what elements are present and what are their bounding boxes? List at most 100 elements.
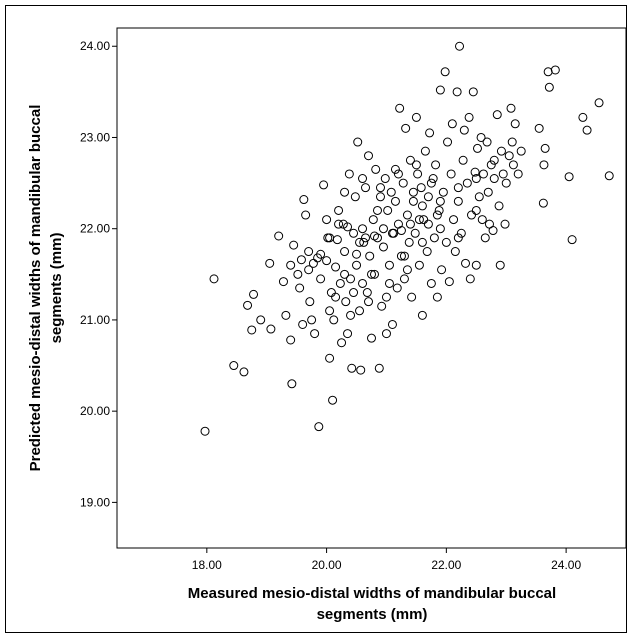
data-point: [274, 231, 284, 241]
data-point: [350, 192, 360, 202]
data-point: [446, 169, 456, 179]
data-point: [498, 169, 508, 179]
data-point: [390, 164, 400, 174]
data-point: [494, 201, 504, 211]
data-point: [500, 219, 510, 229]
data-point: [316, 249, 326, 259]
data-point: [404, 237, 414, 247]
data-point: [340, 269, 350, 279]
data-point: [414, 260, 424, 270]
data-point: [426, 178, 436, 188]
data-point: [396, 251, 406, 261]
data-point: [337, 338, 347, 348]
data-point: [426, 278, 436, 288]
data-point: [256, 315, 266, 325]
data-point: [346, 274, 356, 284]
data-point: [393, 169, 403, 179]
data-point: [341, 297, 351, 307]
y-axis-label-line-2: segments (mm): [48, 233, 65, 344]
data-point: [349, 288, 359, 298]
data-point: [453, 196, 463, 206]
data-point: [209, 274, 219, 284]
data-point: [319, 180, 329, 190]
data-point: [402, 210, 412, 220]
data-point: [304, 265, 314, 275]
data-point: [343, 329, 353, 339]
data-point: [604, 171, 614, 181]
data-point: [401, 123, 411, 133]
data-point: [358, 224, 368, 234]
data-point: [365, 251, 375, 261]
data-point: [356, 365, 366, 375]
data-point: [322, 215, 332, 225]
data-point: [229, 361, 239, 371]
data-point: [362, 288, 372, 298]
data-point: [372, 205, 382, 215]
data-point: [472, 143, 482, 153]
data-point: [386, 187, 396, 197]
x-tick-label: 24.00: [551, 558, 581, 572]
data-point: [325, 353, 335, 363]
data-point: [399, 274, 409, 284]
data-point: [332, 235, 342, 245]
data-point: [428, 174, 438, 184]
data-point: [381, 292, 391, 302]
data-point: [346, 310, 356, 320]
x-axis-label-line-1: Measured mesio-distal widths of mandibul…: [188, 585, 556, 602]
data-point: [299, 195, 309, 205]
data-point: [289, 240, 299, 250]
data-point: [489, 155, 499, 165]
data-point: [420, 146, 430, 156]
data-point: [239, 367, 249, 377]
data-point: [411, 112, 421, 122]
data-point: [367, 269, 376, 279]
data-point: [380, 174, 390, 184]
data-point: [381, 329, 391, 339]
data-point: [335, 278, 345, 288]
data-point: [465, 274, 475, 284]
data-point: [295, 283, 305, 293]
data-point: [470, 167, 480, 177]
data-point: [594, 98, 604, 108]
data-point: [508, 160, 518, 170]
data-point: [449, 215, 459, 225]
data-point: [343, 222, 353, 232]
data-point: [340, 187, 350, 197]
data-point: [314, 422, 324, 432]
data-point: [200, 426, 210, 436]
data-point: [384, 278, 394, 288]
data-point: [507, 137, 517, 147]
data-point: [374, 363, 384, 373]
data-point: [488, 226, 498, 236]
data-point: [316, 274, 326, 284]
data-point: [492, 110, 502, 120]
data-point: [395, 103, 405, 113]
data-point: [352, 260, 362, 270]
data-point: [369, 269, 379, 279]
data-point: [408, 196, 418, 206]
data-point: [471, 260, 481, 270]
data-point: [325, 233, 335, 243]
data-point: [371, 164, 381, 174]
y-tick-label: 22.00: [80, 222, 110, 236]
data-point: [513, 169, 523, 179]
data-point: [482, 137, 492, 147]
data-point: [377, 301, 387, 311]
data-point: [398, 178, 408, 188]
data-point: [322, 256, 332, 266]
data-point: [483, 187, 493, 197]
data-point: [410, 228, 420, 238]
data-point: [378, 224, 388, 234]
data-point: [344, 169, 354, 179]
data-point: [456, 228, 466, 238]
data-point: [329, 315, 339, 325]
data-point: [417, 237, 427, 247]
data-point: [307, 315, 317, 325]
data-point: [462, 178, 472, 188]
data-point: [419, 215, 429, 225]
x-tick-label: 22.00: [431, 558, 461, 572]
y-tick-label: 20.00: [80, 404, 110, 418]
data-point: [435, 224, 445, 234]
data-point: [477, 215, 487, 225]
